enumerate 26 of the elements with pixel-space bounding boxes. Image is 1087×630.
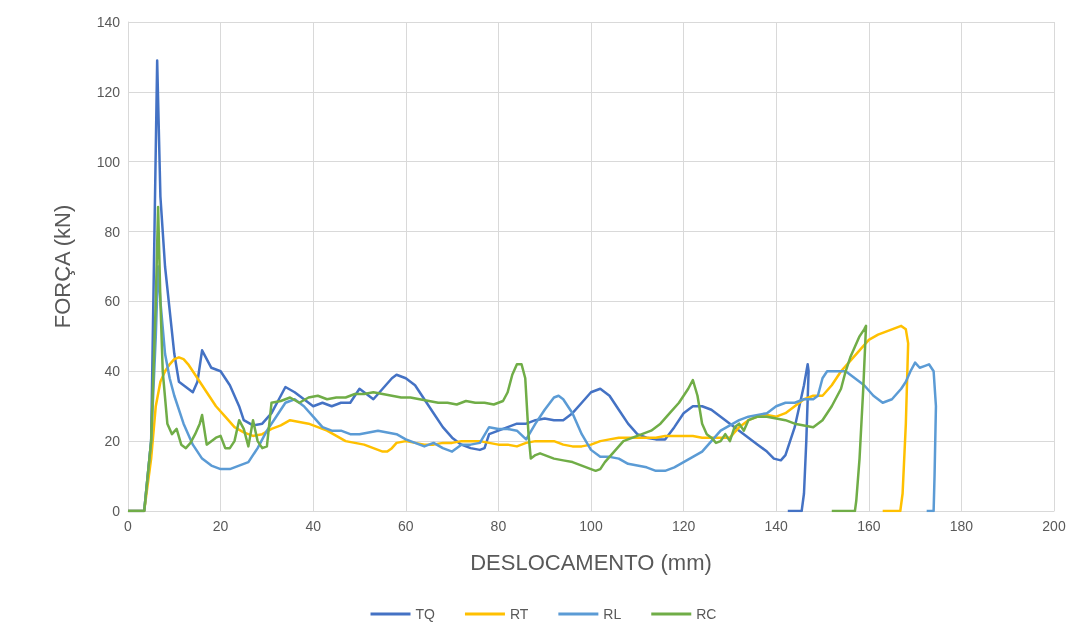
x-tick-label: 20 — [212, 518, 229, 534]
y-tick-label: 100 — [96, 153, 121, 170]
x-tick-label: 140 — [764, 518, 789, 534]
legend-label: TQ — [415, 606, 436, 622]
y-tick-label: 40 — [104, 363, 121, 380]
legend-label: RT — [509, 606, 529, 622]
x-tick-label: 40 — [305, 518, 322, 534]
y-tick-label: 120 — [96, 83, 121, 100]
x-axis-title: DESLOCAMENTO (mm) — [470, 549, 712, 575]
y-tick-label: 0 — [112, 503, 121, 519]
x-tick-label: 200 — [1042, 518, 1066, 534]
y-tick-label: 80 — [104, 223, 121, 240]
legend-label: RL — [603, 606, 622, 622]
x-tick-label: 160 — [857, 518, 881, 534]
line-series — [126, 205, 868, 513]
y-axis-title: FORÇA (kN) — [49, 204, 75, 329]
legend-label: RC — [696, 606, 717, 622]
x-tick-label: 0 — [124, 518, 133, 534]
x-tick-label: 80 — [490, 518, 507, 534]
x-tick-label: 180 — [949, 518, 974, 534]
y-tick-label: 20 — [104, 433, 121, 450]
x-tick-label: 60 — [398, 518, 414, 534]
x-tick-label: 100 — [579, 518, 603, 534]
y-tick-label: 140 — [96, 14, 121, 30]
x-tick-label: 120 — [671, 518, 696, 534]
y-tick-label: 60 — [104, 293, 121, 310]
